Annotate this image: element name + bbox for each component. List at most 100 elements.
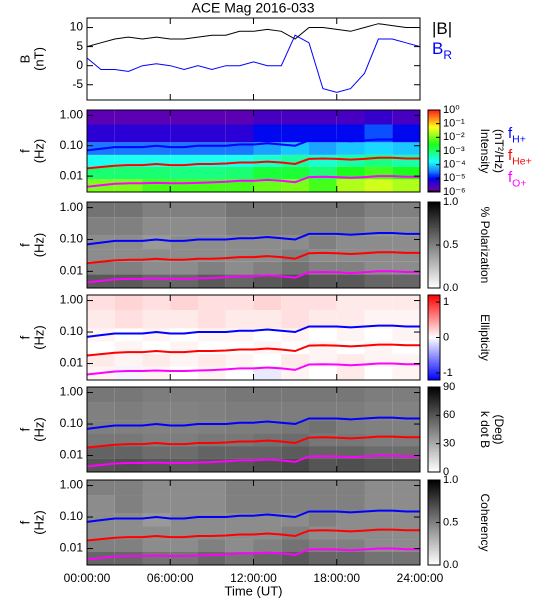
- colorbar-swatch: [428, 533, 440, 536]
- heatmap-cell: [87, 124, 115, 143]
- colorbar-swatch: [428, 131, 440, 134]
- gyrofrequency-line: [86, 509, 420, 523]
- colorbar-tick-label: 0.0: [443, 559, 458, 571]
- colorbar-swatch: [428, 497, 440, 499]
- y-axis-label: f: [17, 520, 32, 524]
- colorbar-swatch: [428, 522, 440, 525]
- heatmap-cell: [364, 154, 393, 167]
- colorbar-swatch: [428, 447, 440, 450]
- colorbar-swatch: [428, 224, 440, 227]
- y-tick-label: 0.10: [60, 416, 84, 430]
- colorbar-tick-label: 10⁻³: [443, 145, 465, 157]
- colorbar-swatch: [428, 260, 440, 263]
- colorbar-swatch: [428, 306, 440, 309]
- colorbar-swatch: [428, 455, 440, 457]
- heatmap-cell: [336, 513, 365, 527]
- colorbar-swatch: [428, 303, 440, 306]
- heatmap-cell: [142, 124, 171, 143]
- colorbar-swatch: [428, 316, 440, 319]
- y-axis-label: (nT): [31, 47, 46, 71]
- heatmap-cell: [253, 124, 282, 143]
- heatmap-cell: [198, 110, 226, 125]
- heatmap-cell: [114, 458, 143, 472]
- legend-subscript: He+: [512, 155, 532, 167]
- colorbar-swatch: [428, 502, 440, 505]
- heatmap-cell: [114, 202, 143, 218]
- colorbar-swatch: [428, 299, 440, 302]
- heatmap-cell: [253, 366, 282, 380]
- heatmap-cell: [114, 539, 143, 552]
- colorbar-swatch: [428, 114, 440, 116]
- heatmap-cell: [170, 458, 198, 472]
- heatmap-cell: [392, 154, 420, 167]
- colorbar-swatch: [428, 212, 440, 214]
- heatmap-cell: [364, 402, 393, 421]
- colorbar-tick-label: 90: [443, 381, 455, 393]
- colorbar-swatch: [428, 239, 440, 242]
- heatmap-cell: [114, 310, 143, 329]
- heatmap-cell: [309, 124, 337, 143]
- heatmap-cell: [364, 310, 393, 329]
- colorbar-swatch: [428, 398, 440, 401]
- heatmap-cell: [114, 366, 143, 380]
- colorbar-swatch: [428, 387, 440, 389]
- y-tick-label: 0.01: [60, 264, 84, 278]
- heatmap-cell: [309, 495, 337, 514]
- colorbar-swatch: [428, 494, 440, 497]
- colorbar-swatch: [428, 272, 440, 275]
- colorbar-swatch: [428, 372, 440, 375]
- heatmap-cell: [198, 274, 226, 288]
- heatmap-cell: [392, 249, 420, 262]
- colorbar-swatch: [428, 247, 440, 250]
- y-tick-label: 0: [76, 58, 83, 72]
- heatmap-cell: [142, 295, 171, 311]
- heatmap-cell: [142, 142, 171, 155]
- heatmap-cell: [198, 446, 226, 459]
- heatmap-cell: [198, 154, 226, 167]
- heatmap-cell: [309, 110, 337, 125]
- colorbar-swatch: [428, 234, 440, 237]
- colorbar-swatch: [428, 360, 440, 363]
- colorbar-swatch: [428, 550, 440, 553]
- colorbar-tick-label: 10⁻⁶: [443, 186, 466, 198]
- colorbar-swatch: [428, 133, 440, 136]
- colorbar-swatch: [428, 552, 440, 555]
- colorbar-swatch: [428, 511, 440, 514]
- colorbar-swatch: [428, 111, 440, 114]
- colorbar-swatch: [428, 310, 440, 313]
- colorbar-tick-label: 60: [443, 409, 455, 421]
- heatmap-cell: [309, 217, 337, 236]
- heatmap-cell: [170, 387, 198, 403]
- y-tick-label: 1.00: [60, 200, 84, 214]
- colorbar-swatch: [428, 532, 440, 535]
- heatmap-cell: [364, 179, 393, 192]
- colorbar-swatch: [428, 129, 440, 131]
- heatmap-cell: [281, 402, 309, 421]
- heatmap-cell: [114, 480, 143, 496]
- heatmap-cell: [336, 310, 365, 329]
- gyrofrequency-line: [86, 138, 420, 152]
- heatmap-cell: [309, 402, 337, 421]
- colorbar-swatch: [428, 134, 440, 137]
- colorbar-swatch: [428, 399, 440, 402]
- colorbar-swatch: [428, 267, 440, 270]
- colorbar-swatch: [428, 187, 440, 190]
- heatmap-cell: [87, 387, 115, 403]
- heatmap-cell: [87, 261, 115, 275]
- colorbar-swatch: [428, 521, 440, 523]
- colorbar-swatch: [428, 405, 440, 408]
- colorbar-swatch: [428, 538, 440, 540]
- colorbar-swatch: [428, 428, 440, 430]
- heatmap-cell: [114, 420, 143, 434]
- heatmap-cell: [170, 328, 198, 342]
- colorbar-swatch: [428, 425, 440, 428]
- heatmap-cell: [392, 366, 420, 380]
- heatmap-cell: [114, 402, 143, 421]
- colorbar-tick-label: 0.0: [443, 282, 458, 294]
- y-axis-label: B: [17, 55, 32, 64]
- heatmap-cell: [114, 433, 143, 447]
- heatmap-cell: [142, 202, 171, 218]
- heatmap-cell: [253, 261, 282, 275]
- colorbar-label: % Polarization: [478, 207, 492, 284]
